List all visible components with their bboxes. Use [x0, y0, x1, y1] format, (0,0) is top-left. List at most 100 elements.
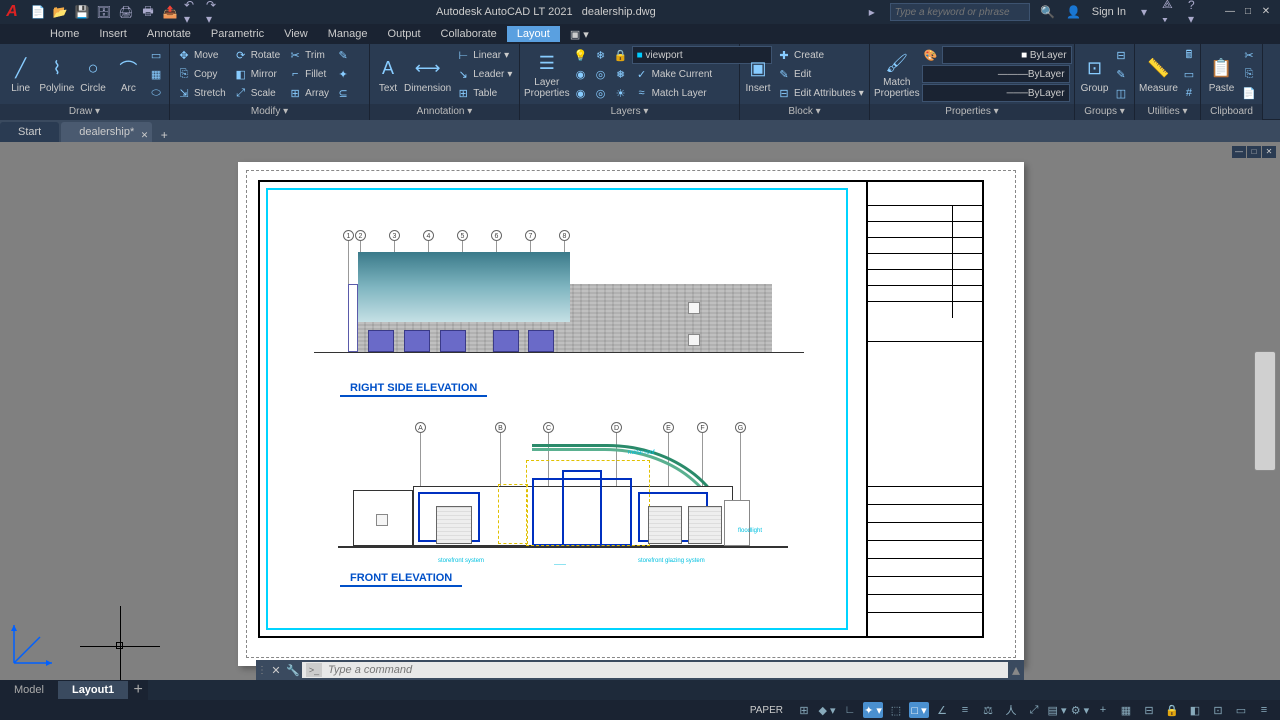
measure-button[interactable]: 📏Measure — [1139, 46, 1178, 102]
panel-draw[interactable]: Draw ▾ — [0, 104, 169, 120]
navigation-bar[interactable] — [1254, 351, 1276, 471]
tab-parametric[interactable]: Parametric — [201, 26, 274, 42]
panel-clipboard[interactable]: Clipboard — [1201, 104, 1262, 120]
calc-icon[interactable]: 🖩 — [1180, 46, 1198, 64]
line-button[interactable]: ╱Line — [4, 46, 37, 102]
publish-icon[interactable]: 📤 — [162, 4, 178, 20]
paste-special-icon[interactable]: 📄 — [1240, 84, 1258, 102]
group-edit-icon[interactable]: ✎ — [1112, 65, 1130, 83]
color-dropdown[interactable]: ■ ByLayer — [942, 46, 1072, 64]
clean-screen-icon[interactable]: ▭ — [1231, 702, 1251, 718]
stretch-button[interactable]: ⇲Stretch — [174, 84, 229, 102]
filetab-start[interactable]: Start — [0, 122, 59, 142]
tab-collaborate[interactable]: Collaborate — [431, 26, 507, 42]
workspace-icon[interactable]: ⚙ ▾ — [1070, 702, 1090, 718]
redo-icon[interactable]: ↷ ▾ — [206, 4, 222, 20]
table-button[interactable]: ⊞Table — [453, 84, 515, 102]
play-icon[interactable]: ▸ — [864, 4, 880, 20]
panel-utilities[interactable]: Utilities ▾ — [1135, 104, 1200, 120]
osnap-icon[interactable]: □ ▾ — [909, 702, 929, 718]
panel-annotation[interactable]: Annotation ▾ — [370, 104, 519, 120]
trim-button[interactable]: ✂Trim — [285, 46, 332, 64]
move-button[interactable]: ✥Move — [174, 46, 229, 64]
filetab-current[interactable]: dealership*✕ — [61, 122, 152, 142]
panel-block[interactable]: Block ▾ — [740, 104, 869, 120]
panel-groups[interactable]: Groups ▾ — [1075, 104, 1134, 120]
linear-button[interactable]: ⊢Linear ▾ — [453, 46, 515, 64]
app-switcher-icon[interactable]: ▾ — [1136, 4, 1152, 20]
hatch-icon[interactable]: ▦ — [147, 65, 165, 83]
polyline-button[interactable]: ⌇Polyline — [39, 46, 74, 102]
cmd-close-button[interactable]: ✕ — [268, 664, 284, 677]
text-button[interactable]: AText — [374, 46, 402, 102]
tab-featured-apps[interactable]: ▣ ▾ — [560, 26, 599, 43]
paperspace-toggle[interactable]: PAPER — [750, 705, 783, 716]
viewport[interactable]: 1 2 3 4 5 6 7 8 RIGHT SIDE ELEVATION — [266, 188, 848, 630]
laythw-icon[interactable]: ☀ — [612, 84, 630, 102]
offset-icon[interactable]: ⊆ — [334, 84, 352, 102]
ungroup-icon[interactable]: ⊟ — [1112, 46, 1130, 64]
saveall-icon[interactable]: 🗄 — [96, 4, 112, 20]
count-icon[interactable]: # — [1180, 84, 1198, 102]
paste-button[interactable]: 📋Paste — [1205, 46, 1238, 102]
a360-icon[interactable]: ⟁ ▾ — [1162, 4, 1178, 20]
cmd-customize-icon[interactable]: 🔧 — [284, 664, 302, 677]
close-button[interactable]: ✕ — [1258, 5, 1274, 19]
copy-clip-icon[interactable]: ⎘ — [1240, 65, 1258, 83]
dimension-button[interactable]: ⟷Dimension — [404, 46, 451, 102]
new-icon[interactable]: 📄 — [30, 4, 46, 20]
plot-preview-icon[interactable]: 🖨 — [118, 4, 134, 20]
linetype-dropdown[interactable]: ─── ByLayer — [922, 84, 1070, 102]
help-icon[interactable]: ? ▾ — [1188, 4, 1204, 20]
arc-button[interactable]: ⌒Arc — [112, 46, 145, 102]
edit-attributes-button[interactable]: ⊟Edit Attributes ▾ — [774, 84, 867, 102]
layer-properties-button[interactable]: ☰Layer Properties — [524, 46, 570, 102]
fillet-button[interactable]: ⌐Fillet — [285, 65, 332, 83]
group-button[interactable]: ⊡Group — [1079, 46, 1110, 102]
copy-button[interactable]: ⎘Copy — [174, 65, 229, 83]
insert-button[interactable]: ▣Insert — [744, 46, 772, 102]
save-icon[interactable]: 💾 — [74, 4, 90, 20]
cut-icon[interactable]: ✂ — [1240, 46, 1258, 64]
tab-layout[interactable]: Layout — [507, 26, 560, 42]
customize-status-icon[interactable]: ≡ — [1254, 702, 1274, 718]
filetab-add-button[interactable]: + — [154, 128, 174, 142]
tab-annotate[interactable]: Annotate — [137, 26, 201, 42]
lock-ui-icon[interactable]: 🔒 — [1162, 702, 1182, 718]
vp-maximize-button[interactable]: □ — [1247, 146, 1261, 158]
add-layout-button[interactable]: + — [128, 681, 148, 699]
tab-home[interactable]: Home — [40, 26, 89, 42]
undo-icon[interactable]: ↶ ▾ — [184, 4, 200, 20]
units-icon[interactable]: ▦ — [1116, 702, 1136, 718]
layout1-tab[interactable]: Layout1 — [58, 681, 128, 699]
hardware-icon[interactable]: ⊡ — [1208, 702, 1228, 718]
ortho-icon[interactable]: ∟ — [840, 702, 860, 718]
cmd-grip-icon[interactable]: ⋮ — [256, 665, 268, 676]
drawing-area[interactable]: — □ ✕ — [0, 142, 1280, 680]
scale-list-icon[interactable]: ▤ ▾ — [1047, 702, 1067, 718]
scale-button[interactable]: ⤢Scale — [231, 84, 283, 102]
maximize-button[interactable]: □ — [1240, 5, 1256, 19]
circle-button[interactable]: ○Circle — [76, 46, 109, 102]
match-layer-button[interactable]: ≈Match Layer — [632, 84, 710, 102]
tab-insert[interactable]: Insert — [89, 26, 137, 42]
layiso-icon[interactable]: ◎ — [592, 65, 610, 83]
app-logo[interactable]: A — [0, 0, 24, 24]
minimize-button[interactable]: — — [1222, 5, 1238, 19]
make-current-button[interactable]: ✓Make Current — [632, 65, 716, 83]
open-icon[interactable]: 📂 — [52, 4, 68, 20]
layer-bulb-icon[interactable]: 💡 — [572, 46, 590, 64]
layer-lock-icon[interactable]: 🔒 — [612, 46, 630, 64]
array-button[interactable]: ⊞Array — [285, 84, 332, 102]
lineweight-dropdown[interactable]: ——— ByLayer — [922, 65, 1070, 83]
layer-freeze-icon[interactable]: ❄ — [592, 46, 610, 64]
create-button[interactable]: ✚Create — [774, 46, 867, 64]
tab-manage[interactable]: Manage — [318, 26, 378, 42]
layoff-icon[interactable]: ◉ — [572, 65, 590, 83]
layfrz-icon[interactable]: ❅ — [612, 65, 630, 83]
anno-auto-icon[interactable]: ⤢ — [1024, 702, 1044, 718]
group-bbox-icon[interactable]: ◫ — [1112, 84, 1130, 102]
model-tab[interactable]: Model — [0, 681, 58, 699]
panel-layers[interactable]: Layers ▾ — [520, 104, 739, 120]
erase-icon[interactable]: ✎ — [334, 46, 352, 64]
